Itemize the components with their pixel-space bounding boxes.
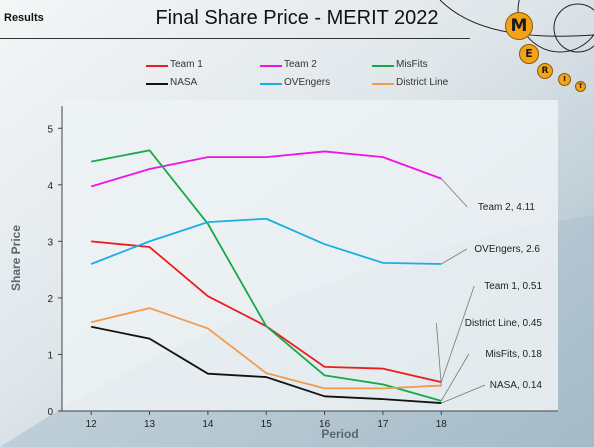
- leader-line-misfits: [440, 353, 470, 402]
- x-tick-label: 15: [261, 419, 273, 430]
- legend-label: NASA: [170, 77, 198, 88]
- x-tick-label: 18: [436, 419, 448, 430]
- y-axis-title: Share Price: [9, 225, 23, 291]
- end-label-nasa: NASA, 0.14: [490, 380, 543, 391]
- legend-label: District Line: [396, 77, 449, 88]
- page-title: Final Share Price - MERIT 2022: [155, 7, 439, 29]
- legend-swatch: [146, 65, 168, 67]
- x-tick-label: 14: [202, 419, 214, 430]
- series-line-district-line: [90, 307, 442, 390]
- legend-label: OVEngers: [284, 77, 331, 88]
- y-tick-label: 3: [47, 237, 53, 248]
- end-label-misfits: MisFits, 0.18: [485, 349, 542, 360]
- end-label-ovengers: OVEngers, 2.6: [474, 244, 540, 255]
- end-label-team-1: Team 1, 0.51: [484, 281, 542, 292]
- x-axis-title: Period: [321, 427, 358, 441]
- x-tick-label: 17: [377, 419, 389, 430]
- y-tick-label: 0: [47, 407, 53, 418]
- series-line-misfits: [91, 149, 442, 402]
- legend-label: Team 1: [170, 59, 203, 70]
- leader-line-ovengers: [441, 248, 468, 265]
- y-tick-label: 5: [47, 124, 53, 135]
- y-tick-label: 4: [47, 181, 53, 192]
- section-label: Results: [4, 12, 44, 24]
- leader-line-team-2: [440, 178, 468, 208]
- legend-label: MisFits: [396, 59, 428, 70]
- y-tick-label: 1: [47, 350, 53, 361]
- series-line-team-2: [90, 150, 442, 188]
- leader-line-nasa: [441, 384, 486, 404]
- legend-swatch: [146, 83, 168, 85]
- legend-label: Team 2: [284, 59, 317, 70]
- logo-letter-m: M: [505, 12, 533, 40]
- logo-letter-e: E: [519, 44, 539, 64]
- series-line-ovengers: [90, 217, 442, 265]
- x-tick-label: 16: [319, 419, 331, 430]
- plot-area: [62, 100, 558, 411]
- legend-swatch: [260, 83, 282, 85]
- logo-letter-t: T: [575, 81, 586, 92]
- legend-swatch: [372, 65, 394, 67]
- series-line-nasa: [90, 325, 442, 404]
- end-label-team-2: Team 2, 4.11: [478, 202, 536, 213]
- legend-swatch: [260, 65, 282, 67]
- y-tick-label: 2: [47, 294, 53, 305]
- chart-legend: Team 1 Team 2 MisFits NASA OVEngers Dist…: [0, 0, 594, 100]
- logo-letter-r: R: [537, 63, 553, 79]
- legend-swatch: [372, 83, 394, 85]
- leader-line-team-1: [440, 285, 475, 383]
- end-label-district-line: District Line, 0.45: [465, 318, 543, 329]
- leader-line-district-line: [436, 322, 442, 386]
- logo-letter-i: I: [558, 73, 571, 86]
- header-divider: [0, 38, 470, 39]
- x-tick-label: 13: [144, 419, 156, 430]
- x-tick-label: 12: [86, 419, 98, 430]
